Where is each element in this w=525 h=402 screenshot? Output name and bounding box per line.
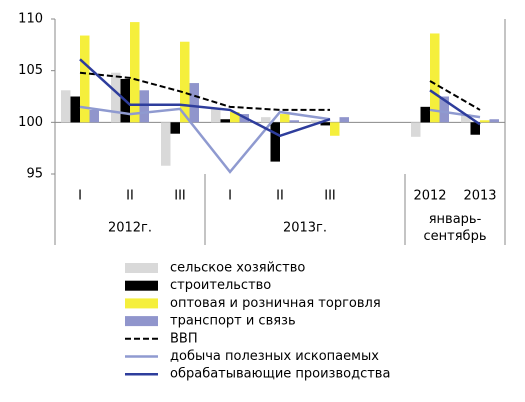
bar	[480, 120, 490, 123]
legend-label: строительство	[170, 278, 271, 293]
x-tick-label: III	[324, 189, 336, 204]
x-tick-label: II	[276, 189, 284, 204]
bar	[89, 109, 99, 123]
y-tick-label: 95	[26, 167, 43, 182]
bar	[439, 96, 449, 123]
bar	[70, 96, 80, 123]
legend-label: добыча полезных ископаемых	[170, 349, 379, 364]
y-tick-label: 100	[18, 115, 43, 130]
bar	[411, 122, 421, 137]
legend-label: сельское хозяйство	[170, 261, 305, 276]
x-tick-label: I	[78, 189, 82, 204]
legend-swatch	[125, 298, 158, 309]
bar	[139, 90, 149, 123]
bar	[339, 117, 349, 123]
x-tick-label: II	[126, 189, 134, 204]
bar	[161, 122, 171, 166]
bar	[189, 83, 199, 123]
bar	[261, 117, 271, 123]
bar	[470, 122, 480, 135]
bar	[180, 41, 190, 123]
bar	[211, 108, 221, 123]
bar	[80, 35, 90, 123]
group-label: 2013г.	[283, 221, 327, 236]
legend-label: транспорт и связь	[170, 314, 296, 329]
bar	[230, 112, 240, 123]
bar	[330, 122, 340, 136]
line	[79, 105, 331, 174]
bar	[311, 120, 321, 123]
bar	[111, 72, 121, 123]
bar	[220, 119, 230, 123]
bar	[289, 120, 299, 123]
bar	[270, 122, 280, 162]
x-tick-label: 2012	[413, 189, 446, 204]
line	[79, 71, 330, 111]
legend-swatch	[125, 316, 158, 327]
line	[429, 80, 481, 111]
group-label: сентябрь	[424, 229, 487, 244]
line	[429, 108, 481, 119]
x-tick-label: III	[174, 189, 186, 204]
legend-label: обрабатывающие производства	[170, 367, 390, 382]
bar	[430, 33, 440, 123]
bar	[461, 114, 471, 123]
legend-swatch	[125, 280, 158, 291]
bar	[420, 106, 430, 123]
x-tick-label: 2013	[463, 189, 496, 204]
legend-label: ВВП	[170, 331, 198, 346]
bar	[280, 114, 290, 123]
group-label: 2012г.	[108, 221, 152, 236]
group-label: январь-	[429, 212, 482, 227]
bar	[61, 90, 71, 123]
line	[429, 89, 481, 126]
bar	[130, 22, 140, 123]
legend-label: оптовая и розничная торговля	[170, 296, 381, 311]
line	[79, 58, 331, 138]
x-tick-label: I	[228, 189, 232, 204]
y-tick-label: 110	[18, 12, 43, 27]
bar	[170, 122, 180, 134]
y-tick-label: 105	[18, 63, 43, 78]
bar	[489, 119, 499, 123]
bar	[320, 122, 330, 126]
legend-swatch	[125, 263, 158, 273]
